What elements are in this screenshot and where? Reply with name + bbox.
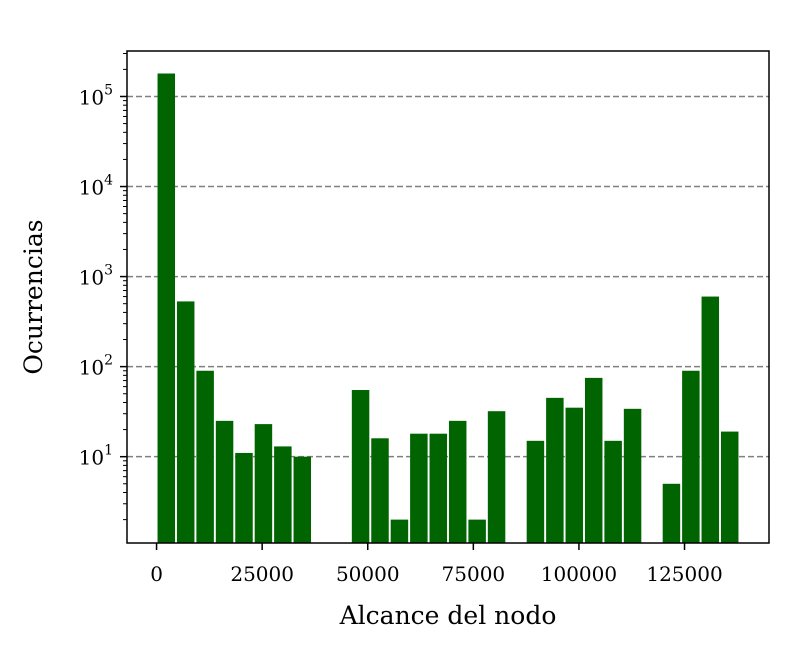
x-tick-label-0: 0 [150, 562, 163, 586]
bar-20 [604, 440, 622, 543]
bar-1 [176, 301, 195, 543]
x-axis-title: Alcance del nodo [339, 601, 557, 630]
bar-24 [701, 296, 720, 543]
bar-0 [157, 73, 176, 543]
x-axis-ticks: 0 25000 50000 75000 100000 125000 [150, 543, 723, 586]
bar-25 [720, 431, 739, 543]
bar-17 [546, 397, 564, 543]
bar-3 [215, 420, 234, 543]
x-tick-label-2: 50000 [336, 562, 400, 586]
y-gridlines [127, 95, 769, 458]
bar-9 [371, 438, 389, 543]
bar-16 [526, 440, 545, 543]
x-tick-label-3: 75000 [442, 562, 506, 586]
bar-2 [196, 370, 214, 543]
bar-11 [410, 433, 428, 543]
x-tick-label-1: 25000 [230, 562, 294, 586]
y-tick-label-0: 101 [79, 443, 113, 470]
bar-4 [235, 452, 253, 543]
bar-22 [662, 483, 681, 543]
bar-13 [448, 420, 467, 543]
y-tick-label-1: 102 [79, 353, 113, 380]
bar-21 [623, 408, 642, 543]
bar-7 [293, 456, 312, 543]
y-axis-ticks: 101 102 103 104 105 [79, 53, 127, 521]
bar-10 [390, 519, 409, 543]
bar-12 [429, 433, 448, 543]
y-axis-title: Ocurrencias [19, 219, 48, 374]
bar-5 [254, 424, 273, 543]
y-tick-label-3: 104 [79, 173, 113, 200]
bar-19 [584, 377, 603, 543]
bar-6 [274, 446, 292, 543]
y-tick-label-2: 103 [79, 263, 113, 290]
bar-15 [487, 411, 506, 543]
bars [157, 73, 739, 543]
x-tick-label-5: 125000 [646, 562, 722, 586]
bar-14 [468, 519, 486, 543]
bar-18 [565, 407, 584, 543]
bar-8 [351, 390, 370, 543]
y-tick-label-4: 105 [79, 82, 113, 109]
bar-23 [682, 370, 700, 543]
x-tick-label-4: 100000 [541, 562, 617, 586]
